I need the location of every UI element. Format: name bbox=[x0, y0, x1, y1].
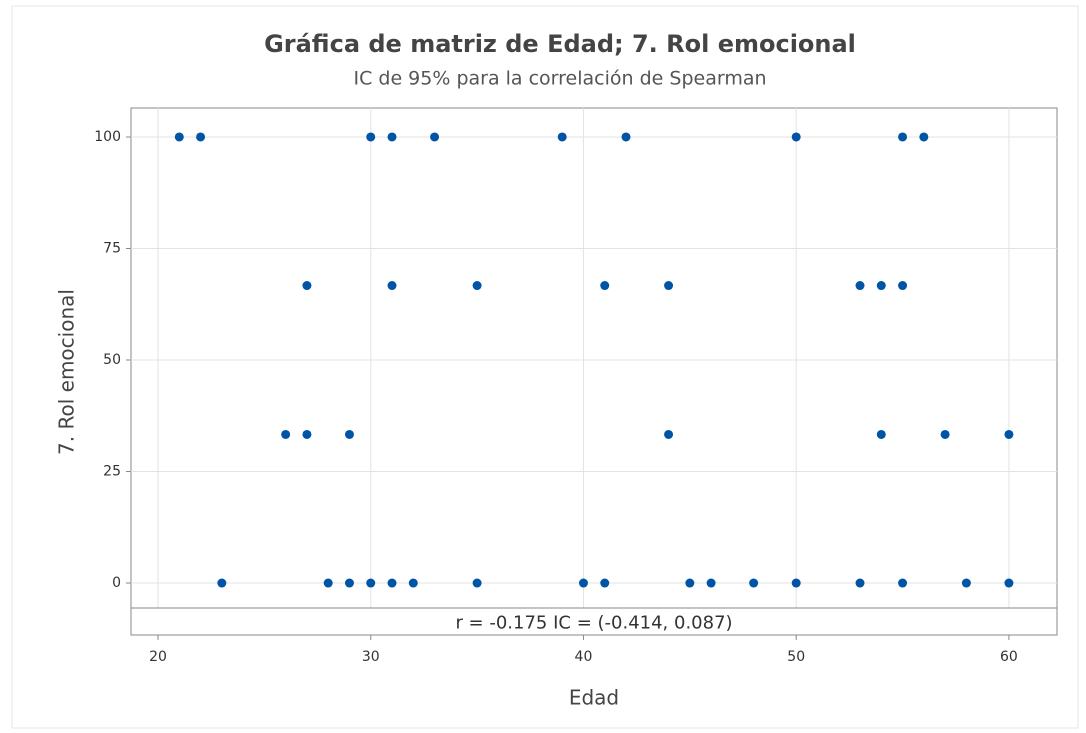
point bbox=[344, 578, 354, 588]
point bbox=[919, 132, 929, 142]
point bbox=[387, 578, 397, 588]
point bbox=[302, 429, 312, 439]
point bbox=[855, 578, 865, 588]
point bbox=[387, 132, 397, 142]
point bbox=[1004, 429, 1014, 439]
point bbox=[174, 132, 184, 142]
point bbox=[557, 132, 567, 142]
point bbox=[685, 578, 695, 588]
point bbox=[876, 281, 886, 291]
point bbox=[408, 578, 418, 588]
point bbox=[1004, 578, 1014, 588]
y-tick-label: 100 bbox=[94, 129, 121, 145]
point bbox=[855, 281, 865, 291]
point bbox=[217, 578, 227, 588]
point bbox=[664, 429, 674, 439]
point bbox=[281, 429, 291, 439]
x-axis-label: Edad bbox=[569, 686, 619, 710]
chart-subtitle: IC de 95% para la correlación de Spearma… bbox=[353, 68, 766, 90]
chart-title: Gráfica de matriz de Edad; 7. Rol emocio… bbox=[264, 30, 856, 58]
y-tick-label: 25 bbox=[103, 464, 121, 480]
x-tick-label: 40 bbox=[575, 649, 593, 665]
point bbox=[600, 281, 610, 291]
point bbox=[876, 429, 886, 439]
point bbox=[366, 578, 376, 588]
point bbox=[366, 132, 376, 142]
point bbox=[600, 578, 610, 588]
x-tick-label: 50 bbox=[787, 649, 805, 665]
point bbox=[621, 132, 631, 142]
y-tick-label: 50 bbox=[103, 352, 121, 368]
point bbox=[791, 578, 801, 588]
y-axis-label: 7. Rol emocional bbox=[55, 289, 79, 455]
point bbox=[898, 578, 908, 588]
point bbox=[344, 429, 354, 439]
point bbox=[898, 281, 908, 291]
point bbox=[791, 132, 801, 142]
point bbox=[196, 132, 206, 142]
y-tick-label: 0 bbox=[112, 575, 121, 591]
x-tick-label: 60 bbox=[1000, 649, 1018, 665]
point bbox=[898, 132, 908, 142]
point bbox=[961, 578, 971, 588]
point bbox=[472, 578, 482, 588]
x-tick-label: 20 bbox=[149, 649, 167, 665]
plot-area bbox=[130, 107, 1058, 636]
point bbox=[749, 578, 759, 588]
point bbox=[472, 281, 482, 291]
annotation: r = -0.175 IC = (-0.414, 0.087) bbox=[455, 613, 732, 634]
point bbox=[387, 281, 397, 291]
point bbox=[578, 578, 588, 588]
point bbox=[430, 132, 440, 142]
point bbox=[323, 578, 333, 588]
point bbox=[940, 429, 950, 439]
point bbox=[664, 281, 674, 291]
x-tick-label: 30 bbox=[362, 649, 380, 665]
y-tick-label: 75 bbox=[103, 240, 121, 256]
point bbox=[302, 281, 312, 291]
point bbox=[706, 578, 716, 588]
